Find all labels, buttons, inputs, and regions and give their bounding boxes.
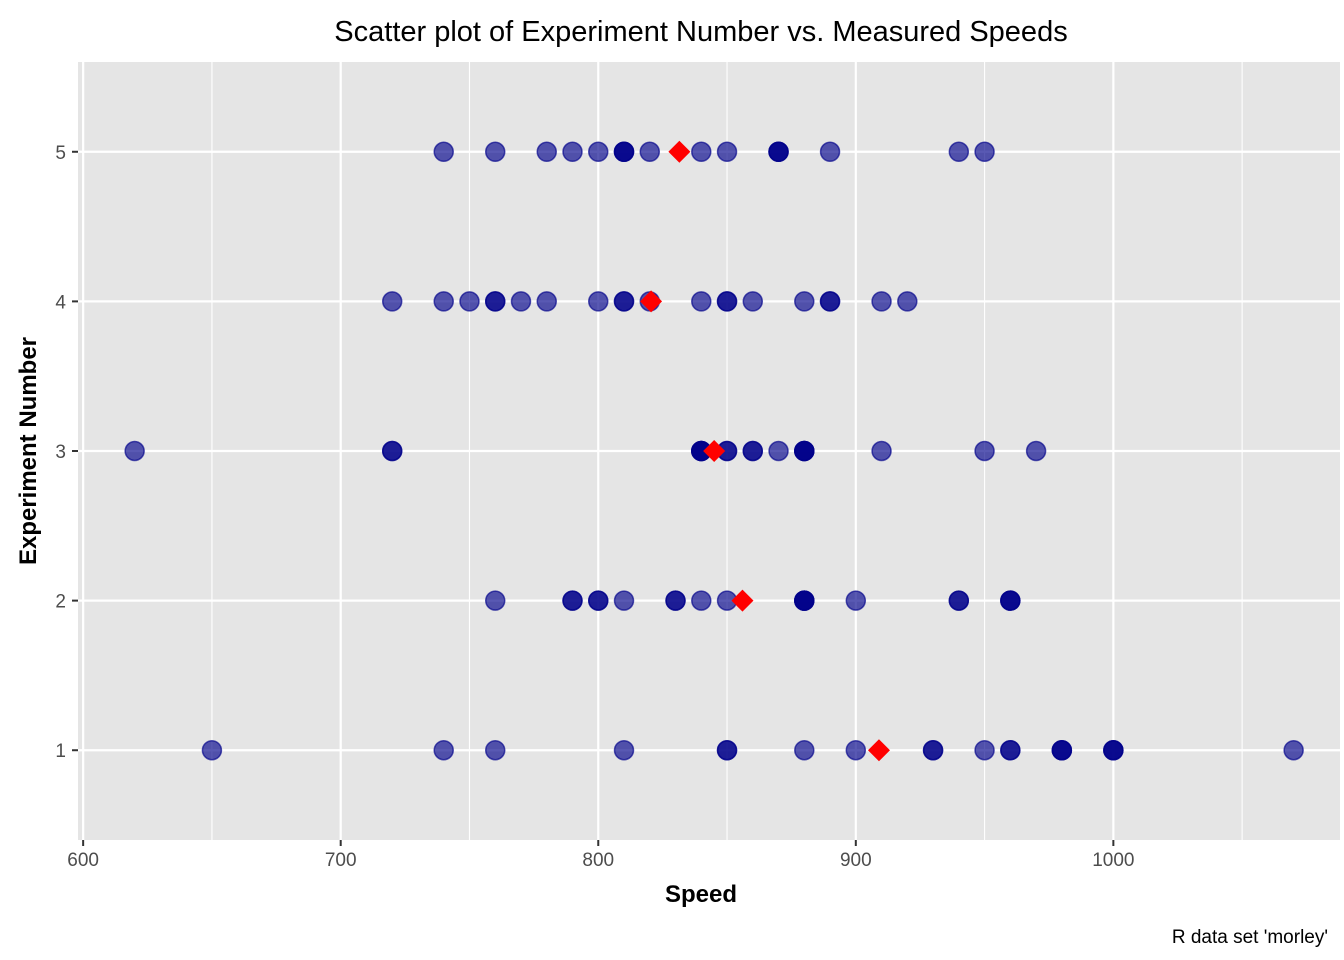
y-tick-label: 2 [55, 592, 66, 613]
mean-point [867, 739, 890, 762]
data-point [1000, 590, 1021, 611]
y-tick-label: 3 [55, 442, 66, 463]
data-point [588, 590, 609, 611]
y-tick-label: 1 [55, 741, 66, 762]
mean-point [640, 290, 663, 313]
chart-caption: R data set 'morley' [1172, 927, 1328, 948]
y-tick-label: 5 [55, 143, 66, 164]
mean-point [703, 440, 726, 462]
x-tick-label: 900 [840, 850, 872, 871]
data-point [562, 590, 583, 611]
data-point [974, 440, 995, 462]
x-tick-label: 600 [67, 850, 99, 871]
data-point [1283, 739, 1304, 761]
data-point [639, 141, 661, 163]
data-point [948, 141, 970, 163]
data-point [124, 440, 145, 462]
data-point [871, 440, 892, 462]
data-point [588, 141, 609, 163]
data-point [588, 291, 609, 312]
data-point [742, 440, 764, 462]
data-point [819, 141, 841, 163]
data-point [691, 590, 712, 611]
data-point [897, 291, 918, 312]
data-point [459, 291, 480, 312]
data-point [948, 590, 970, 611]
data-point [922, 739, 944, 761]
data-point [665, 590, 686, 611]
data-point [1000, 739, 1021, 761]
data-point [794, 590, 815, 611]
y-axis-label: Experiment Number [15, 337, 42, 565]
data-point [613, 739, 635, 761]
data-point [562, 141, 583, 163]
data-point [484, 141, 506, 163]
data-point [691, 291, 712, 312]
data-point [613, 291, 635, 312]
data-point [201, 739, 223, 761]
data-point [484, 739, 506, 761]
data-point [768, 440, 789, 462]
x-tick-label: 1000 [1092, 850, 1134, 871]
x-axis-label: Speed [665, 881, 737, 908]
axis-ticks: 600 700 800 900 1000 1 2 3 4 5 [55, 143, 1134, 871]
data-point [794, 291, 815, 312]
data-point [742, 291, 764, 312]
data-point [1025, 440, 1047, 462]
data-point [1051, 739, 1073, 761]
data-point [794, 440, 815, 462]
data-point [1103, 739, 1124, 761]
data-point [613, 141, 635, 163]
data-point [871, 291, 892, 312]
data-point [716, 739, 738, 761]
x-tick-label: 800 [582, 850, 614, 871]
data-point [845, 590, 867, 611]
data-point [716, 141, 738, 163]
data-point [716, 291, 738, 312]
data-point [768, 141, 789, 163]
data-point [433, 739, 454, 761]
data-points [124, 140, 1304, 762]
mean-point [731, 589, 754, 612]
y-tick-label: 4 [55, 292, 66, 313]
mean-point [668, 140, 691, 163]
data-point [381, 440, 403, 462]
data-point [510, 291, 532, 312]
data-point [484, 291, 506, 312]
data-point [433, 291, 454, 312]
data-point [794, 739, 815, 761]
data-point [845, 739, 867, 761]
data-point [484, 590, 506, 611]
data-point [974, 739, 995, 761]
data-point [433, 141, 454, 163]
data-point [974, 141, 995, 163]
data-point [613, 590, 635, 611]
data-point [536, 291, 557, 312]
data-point [691, 141, 712, 163]
chart-title: Scatter plot of Experiment Number vs. Me… [334, 16, 1067, 48]
x-tick-label: 700 [325, 850, 357, 871]
data-point [819, 291, 841, 312]
data-point [536, 141, 557, 163]
data-point [381, 291, 403, 312]
